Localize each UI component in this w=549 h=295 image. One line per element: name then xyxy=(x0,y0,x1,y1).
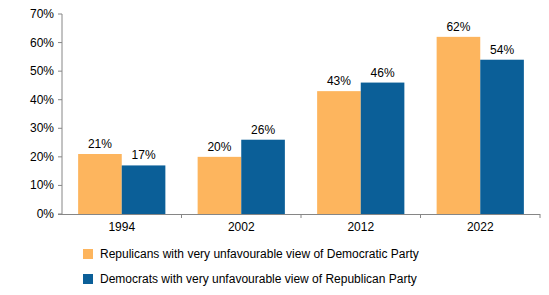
x-tick xyxy=(540,214,541,218)
legend-swatch xyxy=(83,274,93,284)
y-tick xyxy=(58,128,62,129)
bar xyxy=(317,91,361,214)
y-tick xyxy=(58,99,62,100)
y-tick xyxy=(58,71,62,72)
y-tick-label: 50% xyxy=(30,64,54,78)
data-label: 20% xyxy=(207,140,231,154)
data-label: 43% xyxy=(327,74,351,88)
bar xyxy=(361,83,405,214)
bar xyxy=(78,154,122,214)
x-tick-label: 1994 xyxy=(108,220,135,234)
x-tick-label: 2022 xyxy=(467,220,494,234)
bar xyxy=(437,37,481,214)
legend-label: Repulicans with very unfavourable view o… xyxy=(100,247,419,261)
data-labels: 21% 20% 43% 62% 17% 26% 46% 54% xyxy=(88,20,514,163)
data-label: 46% xyxy=(371,66,395,80)
legend: Repulicans with very unfavourable view o… xyxy=(83,247,419,286)
y-tick xyxy=(58,156,62,157)
y-tick xyxy=(58,42,62,43)
x-tick xyxy=(181,214,182,218)
legend-label: Democrats with very unfavourable view of… xyxy=(100,272,417,286)
y-tick xyxy=(58,185,62,186)
data-label: 21% xyxy=(88,137,112,151)
y-tick-label: 10% xyxy=(30,178,54,192)
bar xyxy=(122,165,166,214)
x-axis xyxy=(58,214,540,215)
data-label: 26% xyxy=(251,123,275,137)
bar xyxy=(198,157,242,214)
y-tick-label: 40% xyxy=(30,93,54,107)
chart-container: 0% 10% 20% 30% 40% 50% 60% 70% 21% 20% 43% 62% 17% 26… xyxy=(0,0,549,295)
legend-swatch xyxy=(83,249,93,259)
y-tick xyxy=(58,14,62,15)
y-axis xyxy=(62,14,63,214)
data-label: 54% xyxy=(490,43,514,57)
y-tick-label: 20% xyxy=(30,150,54,164)
bars xyxy=(78,37,524,214)
bar xyxy=(241,140,285,214)
y-tick-label: 60% xyxy=(30,36,54,50)
y-tick-label: 70% xyxy=(30,7,54,21)
data-label: 17% xyxy=(132,148,156,162)
x-tick xyxy=(301,214,302,218)
x-tick xyxy=(420,214,421,218)
y-tick-label: 30% xyxy=(30,121,54,135)
y-tick-label: 0% xyxy=(37,207,55,221)
chart-svg: 0% 10% 20% 30% 40% 50% 60% 70% 21% 20% 43% 62% 17% 26… xyxy=(0,0,549,295)
x-tick-label: 2012 xyxy=(347,220,374,234)
bar xyxy=(480,60,524,214)
data-label: 62% xyxy=(446,20,470,34)
x-tick-label: 2002 xyxy=(228,220,255,234)
